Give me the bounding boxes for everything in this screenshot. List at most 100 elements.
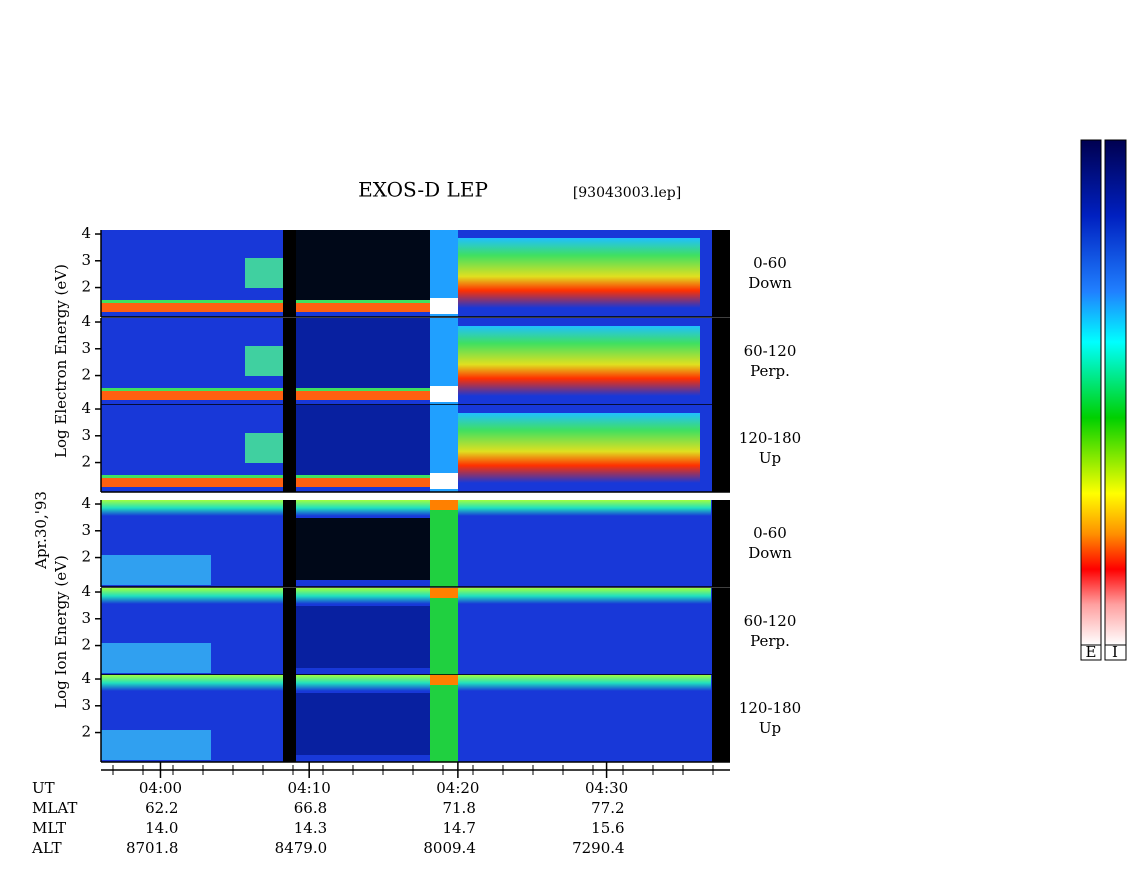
spectrogram-region bbox=[430, 473, 458, 489]
channel-direction: Up bbox=[759, 449, 781, 467]
spectrogram-region bbox=[712, 230, 730, 317]
spectrogram-region bbox=[296, 230, 430, 300]
channel-direction: Down bbox=[748, 544, 792, 562]
spectrogram-region bbox=[430, 298, 458, 314]
spectrogram-region bbox=[296, 318, 430, 388]
y-tick-label: 4 bbox=[81, 494, 91, 512]
spectrogram-region bbox=[296, 693, 430, 755]
spectrogram-region bbox=[430, 386, 458, 402]
spectrogram-region bbox=[101, 477, 431, 487]
spectrogram-region bbox=[101, 390, 431, 400]
spectrogram-region bbox=[101, 555, 211, 585]
spectrogram-region bbox=[101, 643, 211, 673]
spectrogram-region bbox=[430, 500, 458, 510]
ephemeris-value: 14.0 bbox=[145, 819, 178, 837]
colorbar-label: I bbox=[1112, 643, 1118, 661]
time-row-label: UT bbox=[32, 779, 55, 797]
colorbar-box bbox=[1104, 644, 1127, 661]
spectrogram-region bbox=[101, 588, 711, 604]
spectrogram-region bbox=[430, 588, 458, 675]
colorbar-box bbox=[1080, 644, 1102, 661]
x-tick-label: 04:30 bbox=[585, 779, 628, 797]
channel-direction: Perp. bbox=[750, 362, 790, 380]
y-tick-label: 2 bbox=[81, 278, 91, 296]
ephemeris-value: 8701.8 bbox=[126, 839, 179, 857]
y-tick-label: 4 bbox=[81, 224, 91, 242]
channel-direction: Perp. bbox=[750, 632, 790, 650]
spectrogram-region bbox=[430, 675, 458, 762]
ephemeris-label: MLT bbox=[32, 819, 66, 837]
spectrogram-region bbox=[101, 302, 431, 312]
channel-range: 0-60 bbox=[753, 524, 787, 542]
channel-direction: Down bbox=[748, 274, 792, 292]
ephemeris-value: 14.3 bbox=[294, 819, 327, 837]
spectrogram-region bbox=[245, 258, 283, 288]
spectrogram-region bbox=[712, 405, 730, 492]
spectrogram-region bbox=[101, 388, 431, 391]
y-tick-label: 2 bbox=[81, 548, 91, 566]
spectrogram-region bbox=[712, 588, 730, 675]
title: EXOS-D LEP bbox=[358, 178, 488, 202]
spectrogram-region bbox=[245, 346, 283, 376]
spectrogram-region bbox=[712, 318, 730, 405]
y-tick-label: 2 bbox=[81, 453, 91, 471]
spectrogram-region bbox=[430, 588, 458, 598]
spectrogram-region bbox=[283, 405, 296, 492]
spectrogram-region bbox=[101, 300, 431, 303]
x-tick-label: 04:20 bbox=[436, 779, 479, 797]
spectrogram-region bbox=[712, 675, 730, 762]
spectrogram-region bbox=[283, 675, 296, 762]
spectrogram-region bbox=[101, 500, 711, 516]
ephemeris-value: 8479.0 bbox=[275, 839, 328, 857]
spectrogram-region bbox=[430, 500, 458, 587]
spectrogram-region bbox=[458, 326, 700, 396]
date-label: Apr.30,'93 bbox=[32, 491, 50, 570]
y-tick-label: 3 bbox=[81, 609, 91, 627]
y-tick-label: 4 bbox=[81, 399, 91, 417]
y-tick-label: 3 bbox=[81, 339, 91, 357]
ion-axis-label: Log Ion Energy (eV) bbox=[52, 555, 70, 709]
spectrogram-region bbox=[296, 606, 430, 668]
file-name: [93043003.lep] bbox=[573, 185, 681, 201]
spectrogram-region bbox=[296, 405, 430, 475]
electron-axis-label: Log Electron Energy (eV) bbox=[52, 264, 70, 458]
spectrogram-region bbox=[283, 318, 296, 405]
spectrogram-region bbox=[101, 730, 211, 760]
colorbar-i bbox=[1104, 139, 1127, 646]
spectrogram-region bbox=[245, 433, 283, 463]
channel-range: 0-60 bbox=[753, 254, 787, 272]
ephemeris-label: ALT bbox=[31, 839, 62, 857]
channel-range: 120-180 bbox=[739, 699, 801, 717]
ephemeris-label: MLAT bbox=[32, 799, 77, 817]
spectrogram-region bbox=[101, 475, 431, 478]
y-tick-label: 4 bbox=[81, 312, 91, 330]
y-tick-label: 3 bbox=[81, 251, 91, 269]
y-tick-label: 4 bbox=[81, 582, 91, 600]
ephemeris-value: 77.2 bbox=[591, 799, 624, 817]
channel-range: 60-120 bbox=[744, 342, 797, 360]
spectrogram-region bbox=[458, 238, 700, 308]
y-tick-label: 2 bbox=[81, 723, 91, 741]
ephemeris-value: 71.8 bbox=[442, 799, 475, 817]
colorbar-label: E bbox=[1086, 643, 1097, 661]
colorbar-e bbox=[1080, 139, 1102, 646]
channel-range: 60-120 bbox=[744, 612, 797, 630]
spectrograms bbox=[95, 230, 730, 763]
channel-range: 120-180 bbox=[739, 429, 801, 447]
y-tick-label: 4 bbox=[81, 669, 91, 687]
spectrogram-region bbox=[283, 230, 296, 317]
channel-direction: Up bbox=[759, 719, 781, 737]
y-tick-label: 3 bbox=[81, 521, 91, 539]
spectrogram-region bbox=[283, 500, 296, 587]
ephemeris-value: 15.6 bbox=[591, 819, 624, 837]
y-tick-label: 3 bbox=[81, 426, 91, 444]
y-tick-label: 3 bbox=[81, 696, 91, 714]
ephemeris-value: 66.8 bbox=[294, 799, 327, 817]
y-tick-label: 2 bbox=[81, 366, 91, 384]
ephemeris-value: 14.7 bbox=[442, 819, 475, 837]
spectrogram-region bbox=[458, 413, 700, 483]
ephemeris-value: 7290.4 bbox=[572, 839, 625, 857]
x-tick-label: 04:10 bbox=[288, 779, 331, 797]
spectrogram-region bbox=[712, 500, 730, 587]
